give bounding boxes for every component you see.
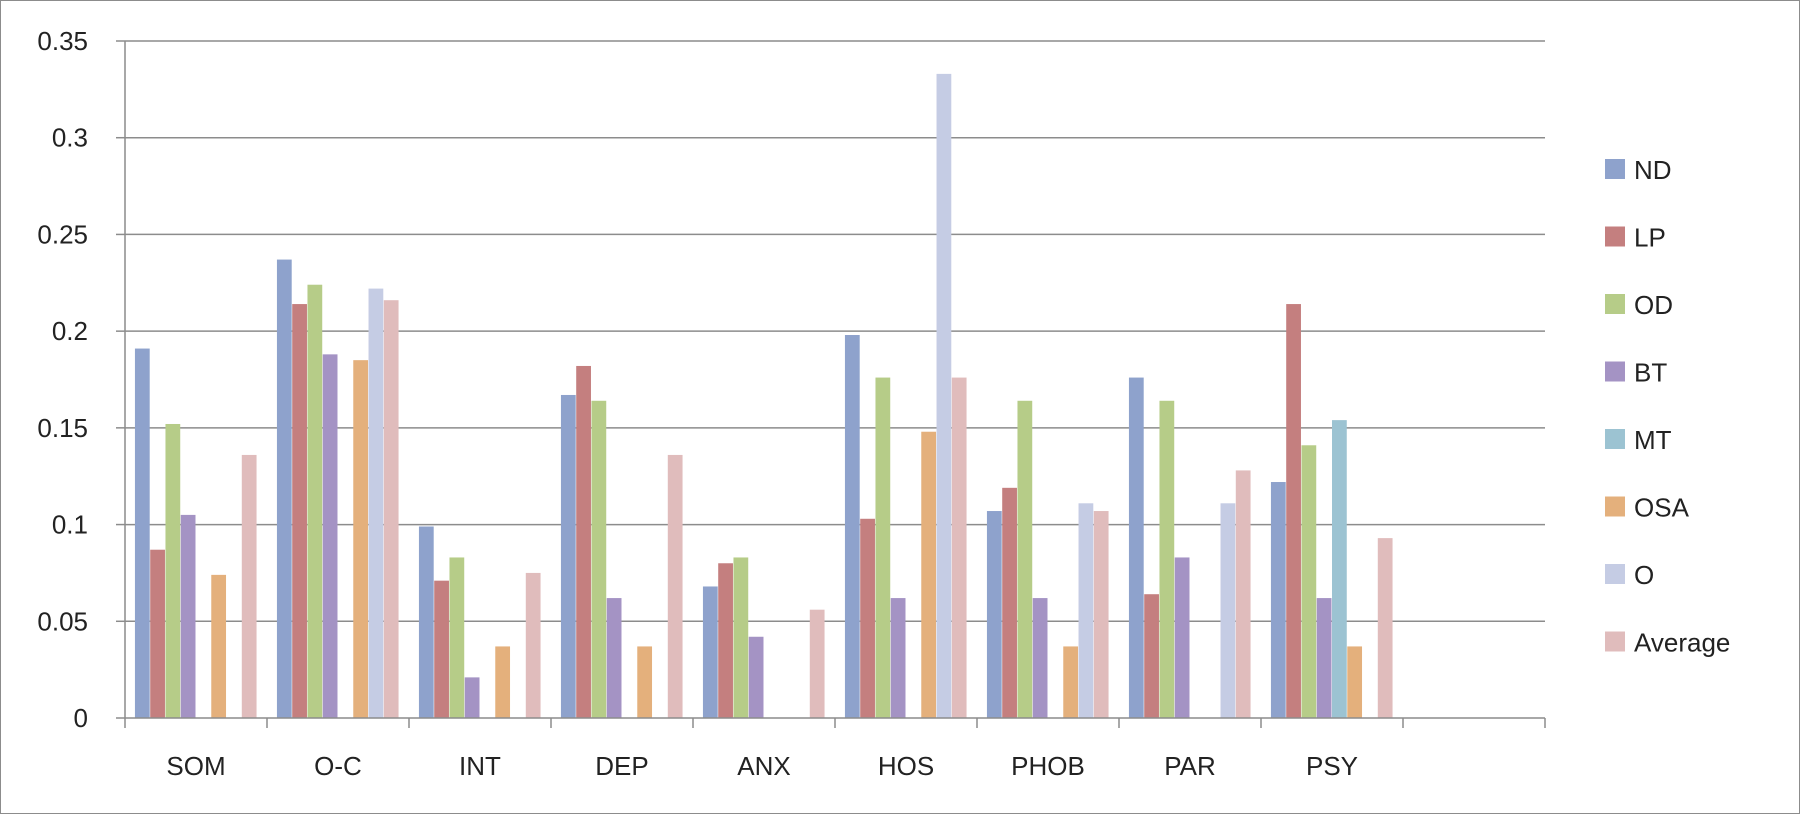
bar-bt — [1316, 598, 1332, 718]
legend-label: MT — [1634, 425, 1672, 455]
legend-swatch-od — [1605, 294, 1625, 314]
legend-swatch-mt — [1605, 429, 1625, 449]
bar-od — [307, 284, 323, 718]
legend-label: BT — [1634, 358, 1667, 388]
x-category-label: PSY — [1306, 751, 1358, 781]
bar-lp — [1286, 304, 1301, 718]
legend-swatch-bt — [1605, 361, 1625, 382]
legend-label: Average — [1634, 628, 1730, 658]
x-category-label: PAR — [1164, 751, 1216, 781]
bar-bt — [1174, 557, 1190, 718]
legend-label: OSA — [1634, 493, 1690, 523]
legend-swatch-osa — [1605, 496, 1625, 517]
x-axis: SOM O-C INT DEP ANX HOS PHOB PAR PSY — [124, 717, 1546, 781]
bar-od — [449, 557, 465, 718]
bar-lp — [860, 518, 875, 718]
bar-o — [1078, 503, 1094, 718]
bar-nd — [560, 394, 576, 718]
bar-lp — [718, 563, 733, 718]
bar-bt — [464, 677, 480, 718]
bar-bt — [322, 354, 338, 718]
bar-average — [241, 454, 257, 718]
bar-lp — [434, 580, 449, 718]
bar-nd — [276, 259, 292, 718]
bar-nd — [986, 511, 1002, 718]
bar-nd — [1128, 377, 1144, 718]
bar-bt — [890, 598, 906, 718]
bars — [134, 73, 1393, 718]
y-tick-label: 0.35 — [37, 26, 88, 56]
bar-nd — [702, 586, 718, 718]
bar-osa — [353, 360, 369, 718]
bar-average — [1235, 470, 1251, 718]
bar-average — [667, 454, 683, 718]
y-tick-label: 0.05 — [37, 606, 88, 636]
bar-od — [591, 400, 607, 718]
legend-label: O — [1634, 560, 1654, 590]
bar-average — [383, 300, 399, 718]
bar-od — [875, 377, 891, 718]
y-tick-label: 0.2 — [52, 316, 88, 346]
x-category-label: DEP — [595, 751, 648, 781]
bar-mt — [1332, 420, 1347, 718]
bar-bt — [1032, 598, 1048, 718]
legend-swatch-lp — [1605, 226, 1625, 247]
x-category-label: PHOB — [1011, 751, 1085, 781]
bar-osa — [211, 574, 227, 718]
bar-o — [936, 73, 952, 718]
bar-bt — [606, 598, 622, 718]
legend-swatch-nd — [1605, 159, 1625, 179]
bar-od — [1301, 445, 1317, 718]
x-category-label: O-C — [314, 751, 362, 781]
x-category-label: SOM — [166, 751, 225, 781]
bar-od — [1017, 400, 1033, 718]
bar-bt — [180, 514, 196, 718]
y-tick-label: 0.25 — [37, 219, 88, 249]
bar-lp — [1144, 594, 1159, 718]
legend-label: LP — [1634, 223, 1666, 253]
y-tick-label: 0 — [74, 703, 88, 733]
y-tick-label: 0.1 — [52, 510, 88, 540]
bar-osa — [637, 646, 653, 718]
bar-lp — [150, 549, 165, 718]
bar-bt — [748, 636, 764, 718]
legend-swatch-average — [1605, 631, 1625, 652]
x-category-label: HOS — [878, 751, 934, 781]
bar-od — [733, 557, 749, 718]
bar-osa — [495, 646, 511, 718]
legend: ND LP OD BT MT OSA O Average — [1605, 155, 1730, 658]
y-tick-label: 0.3 — [52, 123, 88, 153]
x-category-label: ANX — [737, 751, 790, 781]
bar-average — [1093, 511, 1109, 718]
bar-average — [951, 377, 967, 718]
bar-lp — [576, 365, 591, 718]
legend-label: OD — [1634, 290, 1673, 320]
bar-lp — [292, 304, 307, 718]
bar-nd — [844, 335, 860, 718]
bar-nd — [1270, 482, 1286, 718]
legend-label: ND — [1634, 155, 1672, 185]
bar-average — [1377, 538, 1393, 718]
bar-od — [165, 423, 181, 718]
bar-average — [525, 572, 541, 718]
y-tick-label: 0.15 — [37, 413, 88, 443]
bar-osa — [921, 431, 937, 718]
bar-nd — [418, 526, 434, 718]
bar-o — [1220, 503, 1236, 718]
y-axis: 0 0.05 0.1 0.15 0.2 0.25 0.3 0.35 — [37, 26, 126, 733]
bar-od — [1159, 400, 1175, 718]
x-category-label: INT — [459, 751, 501, 781]
bar-osa — [1063, 646, 1079, 718]
bar-average — [809, 609, 825, 718]
legend-swatch-o — [1605, 564, 1625, 584]
bar-osa — [1347, 646, 1363, 718]
bar-o — [368, 288, 384, 718]
bar-nd — [134, 348, 150, 718]
bar-lp — [1002, 487, 1017, 718]
